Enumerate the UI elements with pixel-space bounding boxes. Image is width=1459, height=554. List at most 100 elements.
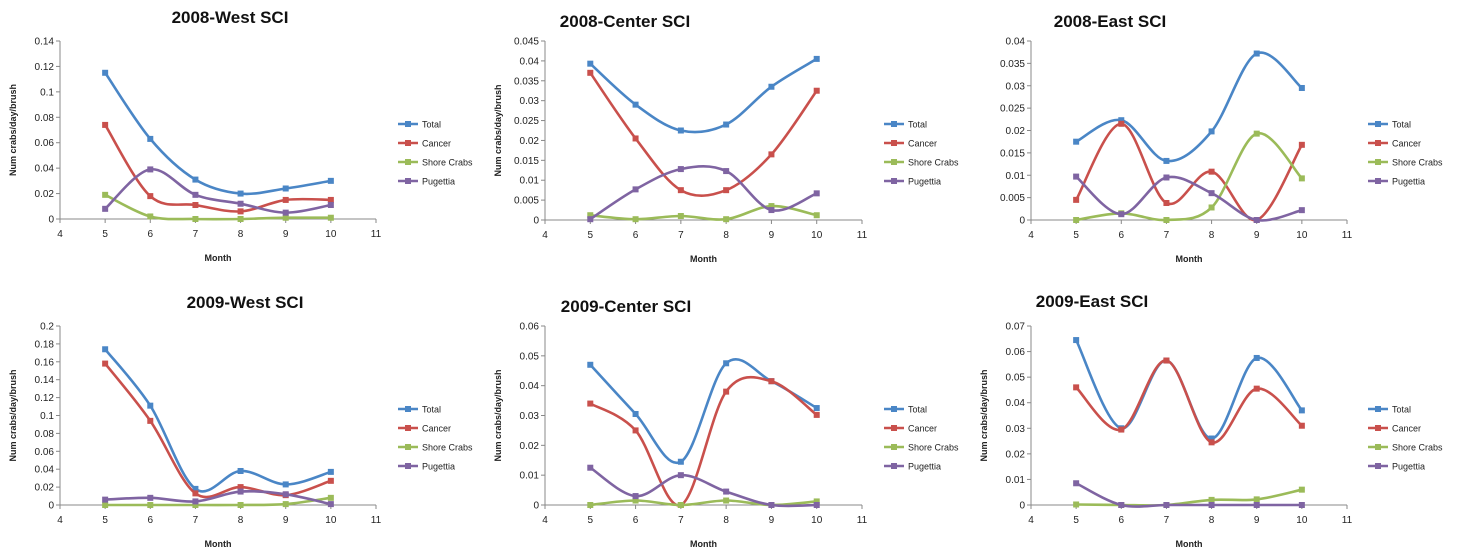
data-point [1073,217,1080,223]
data-point [813,190,820,197]
y-tick-label: 0 [48,501,54,512]
y-tick-label: 0.02 [520,136,540,147]
chart-panel: 2008-East SCI 0 0.005 0.01 0.015 0.02 0.025 0.0… [1000,12,1443,264]
chart-title: 2008-West SCI [172,8,289,27]
y-tick-label: 0.2 [40,322,54,333]
data-point [1118,211,1125,218]
y-tick-label: 0.02 [1006,126,1026,137]
data-point [1073,337,1080,344]
data-point [1298,207,1305,214]
data-point [813,55,820,62]
data-point [102,121,109,128]
data-point [1163,502,1170,508]
x-axis-label: Month [1176,254,1203,264]
chart-title: 2009-West SCI [187,293,304,312]
y-tick-label: 0.01 [1006,475,1026,486]
legend-swatch-marker [891,444,897,450]
x-tick-label: 11 [371,515,382,526]
series-line-shore-crabs [105,496,332,507]
data-point [192,176,199,183]
legend-label: Total [422,120,441,130]
data-point [632,497,639,504]
x-tick-label: 8 [723,230,729,241]
y-tick-label: 0 [1019,501,1025,512]
data-point [587,400,594,407]
legend-label: Pugettia [422,177,455,187]
data-point [282,491,289,498]
legend-swatch-marker [1375,463,1381,469]
legend-label: Shore Crabs [422,443,473,453]
legend-label: Cancer [908,424,937,434]
data-point [677,166,684,173]
data-point [813,212,820,219]
legend-label: Total [908,405,927,415]
data-point [102,502,109,508]
data-point [1208,496,1215,503]
data-point [768,378,775,385]
data-point [1073,138,1080,145]
series-line-cancer [589,375,818,507]
data-point [723,187,730,194]
series-line-total [1075,51,1303,163]
series-line-total [589,57,818,134]
data-point [1118,117,1125,124]
data-point [768,83,775,90]
x-tick-label: 9 [1254,230,1260,241]
data-point [1208,435,1215,442]
x-tick-label: 11 [857,515,868,526]
legend-swatch-marker [1375,425,1381,431]
data-point [282,209,289,216]
data-point [282,196,289,203]
y-tick-label: 0.06 [35,138,55,149]
x-tick-label: 7 [193,229,199,240]
data-point [1073,173,1080,180]
data-point [1118,120,1125,127]
y-tick-label: 0.07 [1006,322,1026,333]
data-point [237,190,244,197]
legend-label: Cancer [422,424,451,434]
legend-swatch-marker [405,425,411,431]
data-point [1253,130,1260,137]
legend-label: Total [422,405,441,415]
data-point [1298,175,1305,182]
data-point [1298,502,1305,508]
data-point [587,69,594,76]
legend-swatch-marker [1375,444,1381,450]
y-tick-label: 0.18 [35,339,55,350]
data-point [632,427,639,434]
data-point [192,498,199,505]
legend-label: Shore Crabs [908,443,959,453]
data-point [327,214,334,221]
legend-label: Total [1392,120,1411,130]
x-tick-label: 5 [588,515,594,526]
legend-label: Cancer [1392,139,1421,149]
legend-swatch-marker [405,178,411,184]
series-line-pugettia [589,165,818,221]
x-tick-label: 11 [1342,230,1353,241]
y-tick-label: 0.04 [35,465,55,476]
data-point [632,493,639,500]
x-tick-label: 8 [1209,230,1215,241]
data-point [237,502,244,508]
data-point [282,501,289,508]
x-tick-label: 4 [542,230,548,241]
legend-label: Total [908,120,927,130]
data-point [192,202,199,209]
data-point [587,216,594,223]
legend-swatch-marker [1375,121,1381,127]
data-point [1073,480,1080,487]
data-point [102,496,109,503]
y-tick-label: 0.025 [514,116,539,127]
data-point [632,135,639,142]
series-line-shore-crabs [104,193,331,221]
legend-swatch-marker [1375,159,1381,165]
x-axis-label: Month [205,253,232,263]
legend-swatch-marker [405,463,411,469]
series-line-pugettia [1075,482,1302,508]
y-tick-label: 0.1 [40,411,54,422]
data-point [1253,217,1260,223]
data-point [147,135,154,142]
y-tick-label: 0.01 [520,176,540,187]
y-tick-label: 0.14 [35,375,55,386]
legend-swatch-marker [1375,140,1381,146]
